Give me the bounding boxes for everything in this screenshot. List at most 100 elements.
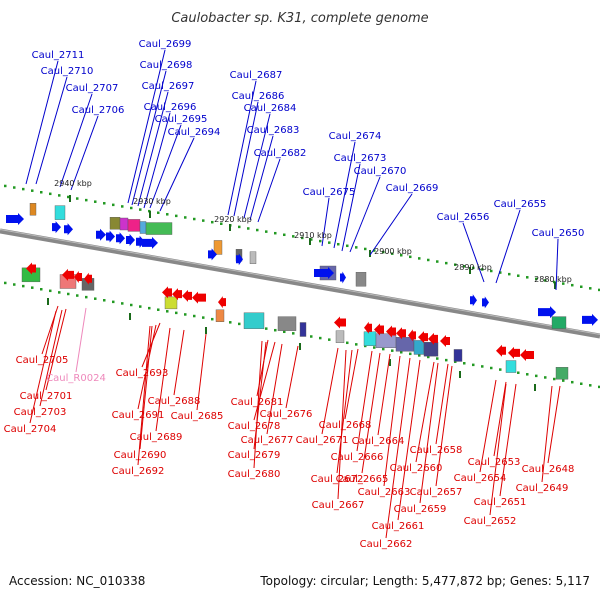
top-track-dot (112, 203, 115, 207)
bottom-track-dot (454, 360, 457, 363)
top-gene-label: Caul_2710 (41, 66, 94, 77)
top-track-dot (238, 225, 241, 229)
bottom-track-dot (193, 314, 196, 318)
genome-summary: Topology: circular; Length: 5,477,872 bp… (260, 574, 590, 588)
top-label-leader (233, 101, 259, 217)
bottom-track-dot (121, 302, 124, 305)
top-label-leader (495, 209, 521, 284)
bottom-gene-label: Caul_2666 (331, 452, 384, 463)
top-track-dot (274, 231, 277, 235)
bottom-label-leader (489, 383, 507, 516)
bottom-label-leader (29, 310, 57, 424)
domain-block (54, 205, 66, 220)
forward-gene-arrow (236, 253, 243, 266)
top-gene-label: Caul_2696 (144, 102, 197, 113)
genome-backbone (0, 228, 600, 339)
reverse-gene-arrow (418, 331, 428, 344)
forward-gene-arrow (340, 271, 346, 284)
bottom-gene-label: Caul_2691 (112, 410, 165, 421)
top-track-dot (589, 287, 592, 290)
top-label-leader (137, 91, 169, 207)
bottom-track-dot (175, 311, 178, 315)
top-track-dot (517, 274, 520, 277)
top-track-dot (184, 216, 187, 219)
reverse-gene-arrow (62, 268, 74, 281)
reverse-gene-arrow (218, 296, 226, 309)
bottom-gene-label: Caul_2681 (231, 397, 284, 408)
top-gene-label: Caul_2675 (303, 187, 356, 198)
bottom-label-leader (141, 322, 161, 368)
bottom-track-dot (112, 300, 115, 304)
bottom-label-leader (361, 352, 381, 474)
kbp-scale-labels: 2940 kbp 2930 kbp 2920 kbp 2910 kbp 2900 kbp… (54, 179, 572, 284)
bottom-gene-label: Caul_2661 (372, 521, 425, 532)
bottom-label-leader (493, 381, 507, 457)
top-track-dot (571, 283, 574, 287)
forward-gene-arrow (64, 223, 73, 236)
top-gene-label: Caul_2674 (329, 131, 382, 142)
top-gene-label: Caul_2684 (244, 103, 297, 114)
bottom-gene-label: Caul_2648 (522, 464, 575, 475)
top-label-leader (257, 158, 281, 223)
bottom-track-dot (265, 327, 268, 330)
bottom-label-leader (75, 307, 87, 373)
top-label-leader (59, 93, 93, 188)
domain-block (375, 333, 397, 348)
top-gene-label: Caul_2707 (66, 83, 119, 94)
bottom-label-leader (45, 308, 67, 391)
bottom-gene-label: Caul_R0024 (46, 373, 106, 384)
top-track-dot (139, 208, 142, 211)
bottom-label-leader (321, 347, 339, 435)
bottom-track-dot (319, 336, 322, 340)
forward-gene-arrow (482, 296, 489, 309)
bottom-label-leader (173, 329, 185, 396)
top-label-leader (243, 113, 271, 219)
top-track-dot (319, 239, 322, 243)
domain-block (119, 217, 129, 231)
top-track-dot (301, 236, 304, 240)
bottom-gene-label: Caul_2705 (16, 355, 69, 366)
top-track-dot (472, 266, 475, 270)
bottom-label-leader (499, 383, 517, 497)
bottom-track-dot (427, 355, 430, 359)
backbone-line (0, 228, 600, 339)
bottom-gene-label: Caul_2701 (20, 391, 73, 402)
top-gene-label: Caul_2697 (142, 81, 195, 92)
domain-block (423, 342, 439, 357)
bottom-gene-label: Caul_2679 (228, 450, 281, 461)
bottom-track-dot (166, 310, 169, 313)
reverse-gene-arrow (192, 291, 206, 304)
bottom-label-leader (337, 349, 347, 500)
reverse-gene-arrow (428, 332, 438, 345)
top-track-dot (337, 242, 340, 246)
bottom-gene-label: Caul_2672 (311, 474, 364, 485)
bottom-track-dot (22, 284, 25, 288)
reverse-gene-arrow (374, 323, 384, 336)
top-track-dot (4, 184, 7, 188)
domain-block (413, 340, 425, 355)
top-track-dot (409, 255, 412, 259)
reverse-gene-arrow (172, 288, 182, 301)
forward-gene-arrow (470, 294, 477, 307)
top-track-dot (418, 257, 421, 260)
top-gene-label: Caul_2650 (532, 228, 585, 239)
bottom-track-dot (211, 317, 214, 321)
kbp-scale-label: 2900 kbp (374, 247, 412, 256)
map-title: Caulobacter sp. K31, complete genome (171, 11, 428, 26)
bottom-track-dot (544, 376, 547, 379)
top-track-dot (310, 238, 313, 241)
bottom-label-leader (196, 333, 207, 411)
bottom-label-leader (377, 353, 391, 436)
bottom-track-dot (13, 283, 16, 286)
bottom-track-dot (94, 297, 97, 300)
top-track-dot (157, 211, 160, 214)
top-gene-label: Caul_2682 (254, 148, 307, 159)
reverse-gene-arrow (386, 325, 396, 338)
top-track-dot (391, 252, 394, 255)
top-track-dot (247, 227, 250, 230)
kbp-scale-label: 2940 kbp (54, 179, 92, 188)
bottom-track-dot (580, 382, 583, 385)
bottom-track-dot (328, 338, 331, 341)
reverse-gene-arrow (182, 289, 192, 302)
